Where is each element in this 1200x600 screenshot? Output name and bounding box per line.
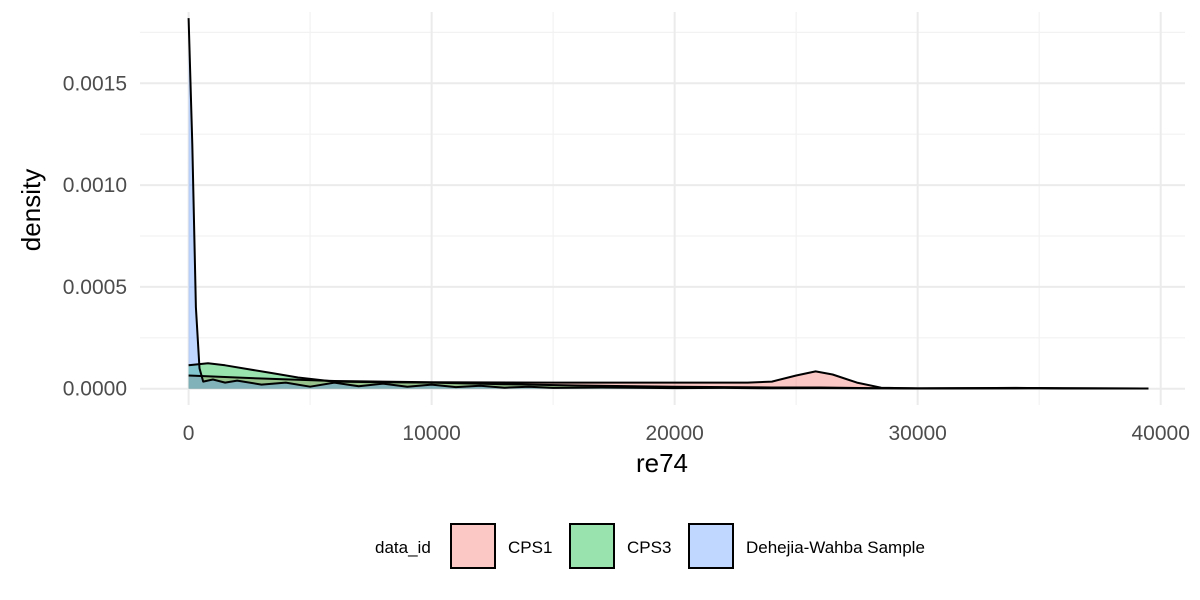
y-tick-label: 0.0015 — [63, 72, 127, 95]
legend-label: Dehejia-Wahba Sample — [746, 538, 925, 557]
x-tick-label: 40000 — [1131, 422, 1189, 445]
x-tick-label: 10000 — [402, 422, 460, 445]
legend-key — [450, 523, 496, 569]
y-tick-label: 0.0005 — [63, 276, 127, 299]
legend-title: data_id — [375, 538, 431, 557]
density-line-2 — [187, 18, 1149, 390]
minor-gridlines — [140, 12, 1185, 405]
legend-key-bg — [450, 523, 496, 569]
density-areas — [188, 18, 1149, 389]
x-tick-label: 0 — [183, 422, 195, 445]
x-axis-title: re74 — [636, 448, 688, 478]
density-area-1 — [188, 363, 1149, 389]
major-gridlines — [140, 12, 1185, 405]
legend-label: CPS1 — [508, 538, 552, 557]
y-axis-tick-labels: 0.0000 0.0005 0.0010 0.0015 — [63, 72, 127, 400]
legend-key — [569, 523, 615, 569]
legend-key-bg — [569, 523, 615, 569]
x-tick-label: 30000 — [888, 422, 946, 445]
legend-key — [688, 523, 734, 569]
legend-entries: CPS1 CPS3 Dehejia-Wahba Sample — [450, 523, 925, 569]
legend-key-bg — [688, 523, 734, 569]
density-area-2 — [188, 18, 1149, 389]
y-tick-label: 0.0000 — [63, 378, 127, 401]
x-tick-label: 20000 — [645, 422, 703, 445]
y-tick-label: 0.0010 — [63, 174, 127, 197]
x-axis-tick-labels: 0 10000 20000 30000 40000 — [183, 422, 1190, 445]
density-lines — [187, 18, 1149, 390]
legend-label: CPS3 — [627, 538, 671, 557]
y-axis-title: density — [16, 169, 46, 251]
legend: data_id CPS1 CPS3 Dehejia-Wahba Sample — [375, 523, 925, 569]
